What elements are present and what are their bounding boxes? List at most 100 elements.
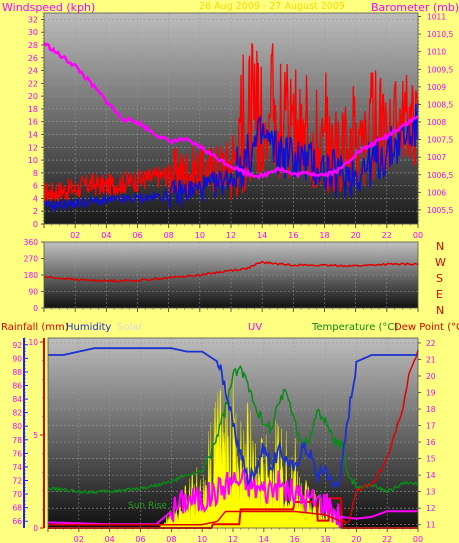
x-tick-label-climate: 14 <box>259 535 269 543</box>
rainfall-tick-label: 10 <box>28 338 38 347</box>
compass-s: S <box>436 272 443 285</box>
x-tick-label-climate: 04 <box>105 535 115 543</box>
rainfall-tick-label: 0 <box>33 524 38 533</box>
windspeed-tick-label: 20 <box>28 92 38 101</box>
x-tick-label-wind: 04 <box>101 231 111 240</box>
windspeed-tick-label: 16 <box>28 118 38 127</box>
x-tick-label-climate: 10 <box>197 535 207 543</box>
direction-tick-label: 360 <box>24 238 39 247</box>
sunrise-annotation: Sun Rise <box>128 501 167 511</box>
humidity-tick-label: 90 <box>12 354 22 363</box>
compass-n-bottom: N <box>436 304 444 317</box>
humidity-tick-label: 76 <box>12 449 22 458</box>
x-tick-label-wind: 08 <box>164 231 174 240</box>
humidity-tick-label: 84 <box>12 395 22 404</box>
x-tick-label-climate: 22 <box>382 535 392 543</box>
humidity-tick-label: 92 <box>12 341 22 350</box>
barometer-tick-label: 1006 <box>427 188 446 197</box>
barometer-tick-label: 1007,5 <box>427 136 453 145</box>
windspeed-tick-label: 12 <box>28 143 38 152</box>
wind-direction-line <box>43 260 419 283</box>
temperature-tick-label: 12 <box>426 504 436 513</box>
barometer-tick-label: 1007 <box>427 153 446 162</box>
humidity-tick-label: 72 <box>12 477 22 486</box>
x-tick-label-wind: 22 <box>382 231 392 240</box>
compass-e: E <box>436 288 443 301</box>
x-tick-label-climate: 16 <box>290 535 300 543</box>
humidity-tick-label: 70 <box>12 490 22 499</box>
x-tick-label-climate: 08 <box>166 535 176 543</box>
direction-tick-label: 180 <box>24 271 39 280</box>
x-tick-label-climate: 18 <box>320 535 330 543</box>
windspeed-tick-label: 4 <box>33 194 38 203</box>
windspeed-axis-label: Windspeed (kph) <box>2 1 95 14</box>
dewpoint-line <box>48 349 419 526</box>
direction-tick-label: 0 <box>33 304 38 313</box>
humidity-line <box>48 347 418 489</box>
panel1-title: 26 Aug 2009 - 27 August 2009 <box>199 1 345 12</box>
x-tick-label-wind: 18 <box>319 231 329 240</box>
plot-frame <box>43 241 419 309</box>
x-tick-label-wind: 06 <box>132 231 142 240</box>
temperature-tick-label: 16 <box>426 438 436 447</box>
rainfall-tick-label: 5 <box>33 431 38 440</box>
x-tick-label-wind: 00 <box>413 231 423 240</box>
x-tick-label-wind: 14 <box>257 231 267 240</box>
x-tick-label-wind: 16 <box>288 231 298 240</box>
barometer-tick-label: 1006,5 <box>427 171 453 180</box>
humidity-tick-label: 88 <box>12 368 22 377</box>
x-tick-label-wind: 12 <box>226 231 236 240</box>
barometer-tick-label: 1010,5 <box>427 30 453 39</box>
humidity-tick-label: 74 <box>12 463 22 472</box>
barometer-tick-label: 1008 <box>427 118 446 127</box>
compass-w: W <box>435 256 446 269</box>
solar-axis-label: Solar <box>117 322 143 333</box>
temperature-tick-label: 17 <box>426 422 436 431</box>
temperature-tick-label: 15 <box>426 455 436 464</box>
windspeed-tick-label: 24 <box>28 67 38 76</box>
plot-frame <box>47 337 419 529</box>
windspeed-tick-label: 18 <box>28 105 38 114</box>
x-tick-label-climate: 02 <box>74 535 84 543</box>
temperature-tick-label: 11 <box>426 521 436 530</box>
rainfall-axis-label: Rainfall (mm) <box>1 322 69 333</box>
temperature-tick-label: 18 <box>426 405 436 414</box>
windspeed-tick-label: 2 <box>33 207 38 216</box>
x-tick-label-wind: 02 <box>70 231 80 240</box>
humidity-tick-label: 68 <box>12 504 22 513</box>
windspeed-tick-label: 32 <box>28 15 38 24</box>
plot-frame <box>43 12 419 225</box>
windspeed-tick-label: 8 <box>33 169 38 178</box>
barometer-tick-label: 1008,5 <box>427 100 453 109</box>
barometer-tick-label: 1005,5 <box>427 206 453 215</box>
windspeed-tick-label: 26 <box>28 54 38 63</box>
x-tick-label-climate: 20 <box>351 535 361 543</box>
dewpoint-axis-label: Dew Point (°C) <box>394 322 459 333</box>
humidity-tick-label: 78 <box>12 436 22 445</box>
humidity-tick-label: 66 <box>12 517 22 526</box>
humidity-tick-label: 80 <box>12 422 22 431</box>
gust-series-line <box>43 102 419 213</box>
x-tick-label-wind: 10 <box>195 231 205 240</box>
temperature-tick-label: 20 <box>426 372 436 381</box>
x-tick-label-wind: 20 <box>351 231 361 240</box>
barometer-tick-label: 1010 <box>427 48 446 57</box>
wind-series-line <box>43 42 419 204</box>
windspeed-tick-label: 30 <box>28 28 38 37</box>
temperature-tick-label: 14 <box>426 471 436 480</box>
windspeed-tick-label: 28 <box>28 41 38 50</box>
temperature-axis-label: Temperature (°C) <box>311 322 398 333</box>
uv-axis-label: UV <box>248 322 262 333</box>
humidity-tick-label: 82 <box>12 409 22 418</box>
barometer-tick-label: 1009,5 <box>427 65 453 74</box>
windspeed-tick-label: 22 <box>28 79 38 88</box>
windspeed-tick-label: 14 <box>28 130 38 139</box>
temperature-line <box>47 364 419 495</box>
x-tick-label-climate: 06 <box>135 535 145 543</box>
temperature-tick-label: 21 <box>426 355 436 364</box>
temperature-tick-label: 22 <box>426 339 436 348</box>
barometer-tick-label: 1009 <box>427 83 446 92</box>
humidity-axis-label: Humidity <box>66 322 111 333</box>
